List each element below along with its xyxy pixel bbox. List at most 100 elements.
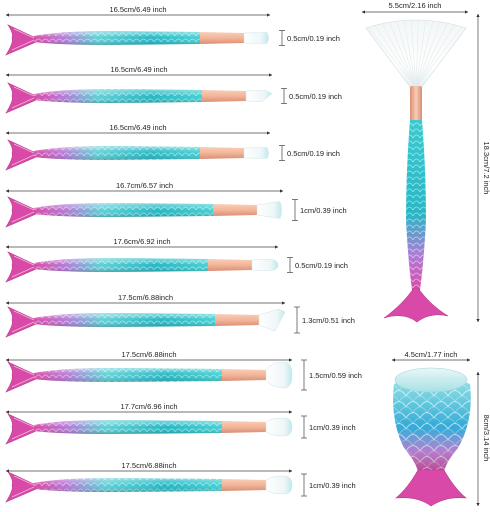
brush-length-label: 17.5cm/6.88inch	[121, 461, 176, 470]
fan-bristle-strand	[415, 20, 419, 89]
tail-highlight	[11, 365, 35, 388]
mermaid-tail-fin	[5, 361, 37, 393]
brush-length-label: 17.6cm/6.92 inch	[113, 237, 170, 246]
fan-tail-fin	[383, 287, 449, 323]
fan-bristle-strand	[410, 20, 417, 89]
brush-ferrule	[222, 421, 266, 433]
brush-head-size-label: 1cm/0.39 inch	[309, 481, 356, 490]
tail-highlight	[11, 417, 35, 440]
brush-length-label: 16.5cm/6.49 inch	[109, 5, 166, 14]
brush-ferrule	[202, 90, 246, 102]
brush-length-label: 16.5cm/6.49 inch	[110, 65, 167, 74]
fan-bristle-strand	[382, 23, 417, 89]
brush-bristles	[265, 417, 293, 437]
tail-highlight	[11, 200, 35, 223]
handle-shading	[34, 368, 222, 382]
fish-width-label: 4.5cm/1.77 inch	[405, 350, 458, 359]
brush-5: 17.6cm/6.92 inch 0.5cm/0.19 inch	[5, 237, 348, 283]
fan-bristle-strand	[396, 21, 417, 89]
brush-ferrule	[200, 147, 244, 159]
brush-6: 17.5cm/6.88inch 1.3cm/0.51 inch	[5, 293, 355, 338]
fan-bristle-strand	[403, 20, 417, 89]
brush-ferrule	[222, 479, 266, 491]
brush-bristles	[245, 90, 273, 102]
fan-bristle-strand	[374, 25, 417, 89]
brush-ferrule	[200, 32, 244, 44]
brush-bristles	[258, 308, 286, 332]
brush-3: 16.5cm/6.49 inch 0.5cm/0.19 inch	[5, 123, 340, 171]
tail-highlight	[11, 310, 35, 333]
handle-shading	[34, 31, 200, 45]
brush-head-size-label: 1.5cm/0.59 inch	[309, 371, 362, 380]
brush-length-label: 17.5cm/6.88inch	[118, 293, 173, 302]
brush-2: 16.5cm/6.49 inch 0.5cm/0.19 inch	[5, 65, 342, 114]
fan-bristle-strand	[415, 26, 462, 89]
brush-bristles	[251, 259, 279, 271]
brush-length-label: 17.7cm/6.96 inch	[120, 402, 177, 411]
brush-length-label: 17.5cm/6.88inch	[121, 350, 176, 359]
brush-8: 17.7cm/6.96 inch 1cm/0.39 inch	[5, 402, 356, 445]
brush-bristles	[243, 147, 269, 159]
brush-4: 16.7cm/6.57 inch 1cm/0.39 inch	[5, 181, 347, 228]
fan-bristle-strand	[415, 25, 455, 89]
tail-highlight	[11, 255, 35, 278]
mermaid-tail-fin	[5, 413, 37, 445]
handle-shading	[34, 203, 213, 217]
fish-height-label: 8cm/3.14 inch	[482, 415, 490, 462]
tail-highlight	[11, 28, 35, 51]
brush-head-size-label: 1.3cm/0.51 inch	[302, 316, 355, 325]
mermaid-tail-fin	[5, 24, 37, 56]
fan-width-label: 5.5cm/2.16 inch	[389, 1, 442, 10]
fish-body-shading	[393, 378, 471, 472]
fan-ferrule	[410, 86, 422, 122]
brush-1: 16.5cm/6.49 inch 0.5cm/0.19 inch	[5, 5, 340, 56]
fan-height-label: 18.3cm/7.2 inch	[482, 142, 490, 195]
fan-bristle-strand	[367, 26, 417, 89]
brush-head-size-label: 0.5cm/0.19 inch	[295, 261, 348, 270]
handle-shading	[34, 146, 200, 160]
tail-highlight	[11, 143, 35, 166]
brush-head-size-label: 0.5cm/0.19 inch	[287, 34, 340, 43]
mermaid-tail-fin	[5, 196, 37, 228]
fan-bristle-strand	[415, 22, 441, 89]
fan-brush: 5.5cm/2.16 inch 18.3cm/7.2 inch	[361, 1, 490, 323]
brush-ferrule	[208, 259, 252, 271]
handle-shading	[34, 89, 202, 103]
brush-head-size-label: 0.5cm/0.19 inch	[289, 92, 342, 101]
brush-length-label: 16.7cm/6.57 inch	[116, 181, 173, 190]
brush-ferrule	[215, 314, 259, 326]
mermaid-tail-fin	[5, 251, 37, 283]
brush-head-size-label: 0.5cm/0.19 inch	[287, 149, 340, 158]
fan-bristle-strand	[415, 20, 426, 89]
brush-bristles	[265, 475, 293, 495]
tail-highlight	[11, 475, 35, 498]
brush-length-label: 16.5cm/6.49 inch	[109, 123, 166, 132]
fan-bristle-strand	[415, 21, 434, 89]
fan-handle-scales	[406, 120, 426, 290]
fish-bristle-pad	[394, 367, 468, 393]
tail-highlight	[11, 86, 35, 109]
brush-ferrule	[222, 369, 266, 381]
handle-shading	[34, 313, 215, 327]
mermaid-tail-fin	[5, 306, 37, 338]
brush-bristles	[256, 201, 282, 219]
fish-tail-fin	[395, 469, 467, 507]
fish-foundation-brush: 4.5cm/1.77 inch 8cm/3.14 inch	[391, 350, 490, 507]
brush-9: 17.5cm/6.88inch 1cm/0.39 inch	[5, 461, 356, 503]
handle-shading	[34, 420, 222, 434]
handle-shading	[34, 478, 222, 492]
brush-bristles	[243, 32, 269, 44]
mermaid-tail-fin	[5, 139, 37, 171]
handle-shading	[34, 258, 208, 272]
brush-bristles	[265, 361, 293, 389]
brush-ferrule	[213, 204, 257, 216]
fan-bristle-strand	[389, 22, 417, 89]
brush-7: 17.5cm/6.88inch 1.5cm/0.59 inch	[5, 350, 362, 393]
fan-bristles	[365, 19, 467, 89]
brush-head-size-label: 1cm/0.39 inch	[300, 206, 347, 215]
mermaid-tail-fin	[5, 82, 37, 114]
brush-head-size-label: 1cm/0.39 inch	[309, 423, 356, 432]
fan-bristle-strand	[415, 23, 448, 89]
mermaid-tail-fin	[5, 471, 37, 503]
